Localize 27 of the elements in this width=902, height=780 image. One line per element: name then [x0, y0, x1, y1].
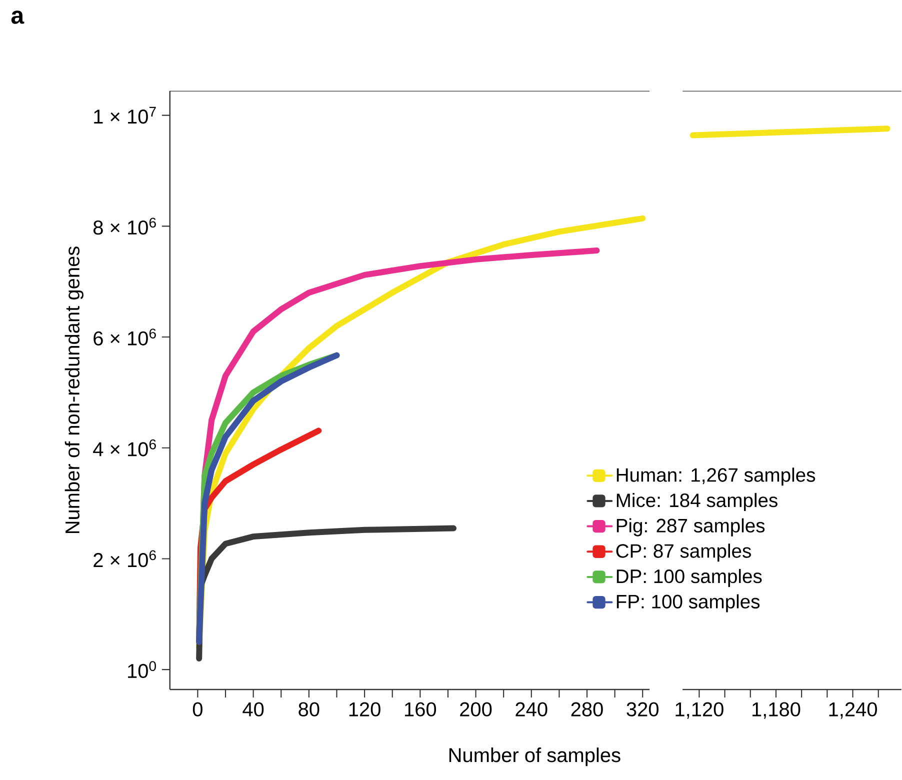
y-tick-label: 4 × 10$^{6}$ — [93, 439, 156, 456]
legend-label: Pig: 287 samples — [616, 518, 765, 536]
x-tick-label: 1,240 — [829, 702, 877, 719]
y-tick-label: 8 × 10$^{6}$ — [93, 217, 156, 234]
x-tick-label: 240 — [516, 702, 548, 716]
x-tick-label: 40 — [242, 702, 264, 716]
y-tick-label: 2 × 10$^{6}$ — [94, 550, 156, 567]
y-tick-label: 6 × 10$^{6}$ — [94, 328, 156, 346]
x-tick-label: 200 — [460, 702, 492, 716]
x-tick-label: 1,120 — [676, 702, 724, 719]
x-tick-label: 0 — [192, 702, 202, 716]
y-tick-label: 1 × 10$^{7}$ — [94, 106, 156, 124]
x-axis-title: Number of samples — [449, 747, 620, 766]
x-tick-label: 120 — [349, 702, 380, 716]
legend-label: FP: 100 samples — [616, 594, 760, 612]
x-tick-label: 160 — [405, 702, 436, 716]
x-tick-label: 280 — [571, 702, 603, 716]
x-tick-label: 1,180 — [752, 702, 800, 719]
x-tick-label: 80 — [298, 702, 320, 716]
x-tick-label: 320 — [626, 702, 658, 716]
legend-label: DP: 100 samples — [616, 568, 762, 587]
legend-label: Human: 1,267 samples — [616, 467, 816, 486]
y-axis-title: Number of non-redundant genes — [64, 246, 84, 533]
text: a — [11, 10, 24, 24]
legend-label: CP: 87 samples — [616, 543, 751, 562]
y-tick-label: 10$^{0}$ — [128, 660, 156, 678]
legend-label: Mice: 184 samples — [616, 492, 778, 511]
